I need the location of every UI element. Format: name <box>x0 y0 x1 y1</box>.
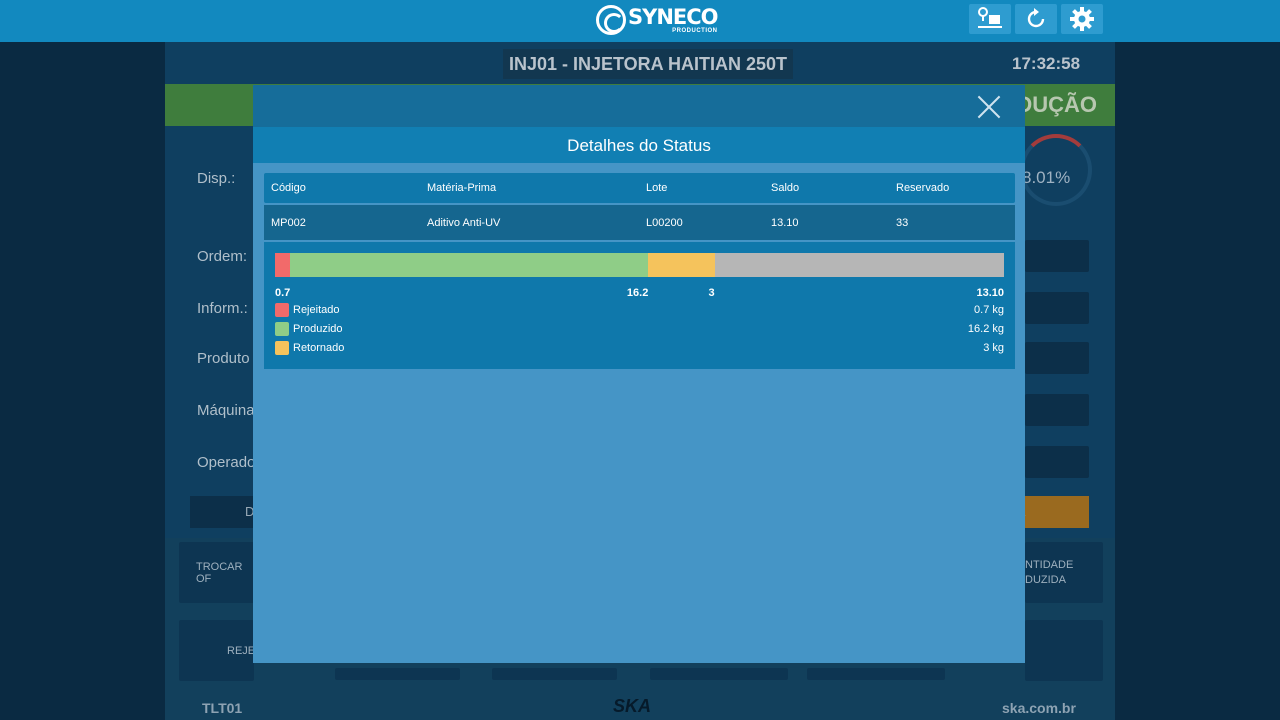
bar-segment-rejeitado <box>275 253 291 277</box>
column-header-saldo: Saldo <box>771 182 800 194</box>
bar-label-produzido: 16.2 <box>626 287 649 299</box>
field-value-operador <box>1025 446 1089 478</box>
syneco-logo-icon <box>596 5 626 35</box>
action-button-5[interactable] <box>650 668 788 680</box>
legend-swatch <box>275 322 289 336</box>
table-header: Código Matéria-Prima Lote Saldo Reservad… <box>264 173 1015 203</box>
action-button-6[interactable] <box>807 668 945 680</box>
action-button-7[interactable] <box>1025 620 1103 681</box>
modal-title: Detalhes do Status <box>253 127 1025 163</box>
location-button[interactable] <box>969 4 1011 34</box>
table-row[interactable]: MP002 Aditivo Anti-UV L00200 13.10 33 <box>264 205 1015 240</box>
status-chart: 0.7 16.2 3 13.10 Rejeitado 0.7 kg Produzido 1… <box>264 242 1015 369</box>
production-status-text: DUÇÃO <box>1016 92 1097 117</box>
field-label-maquina: Máquina <box>197 402 255 419</box>
legend-label: Rejeitado <box>293 304 340 316</box>
legend-label: Retornado <box>293 342 345 354</box>
stacked-bar <box>275 253 1004 277</box>
column-header-lote: Lote <box>646 182 668 194</box>
legend-swatch <box>275 303 289 317</box>
refresh-icon <box>1027 8 1045 28</box>
ska-logo: SKA <box>613 696 652 716</box>
bar-label-retornado: 3 <box>708 287 715 299</box>
bar-total-label: 13.10 <box>976 287 1004 299</box>
column-header-codigo: Código <box>271 182 306 194</box>
logo-name: SYNECO <box>628 4 719 29</box>
field-label-inform: Inform.: <box>197 300 248 317</box>
close-icon[interactable] <box>977 95 1001 119</box>
bar-segment-produzido <box>290 253 649 277</box>
legend-item: Rejeitado 0.7 kg <box>275 302 1004 318</box>
field-label-disp: Disp.: <box>197 170 236 187</box>
syneco-logo: SYNECO PRODUCTION <box>596 4 719 36</box>
legend-label: Produzido <box>293 323 343 335</box>
field-label-ordem: Ordem: <box>197 248 248 265</box>
logo-subtitle: PRODUCTION <box>672 27 718 34</box>
clock: 17:32:58 <box>1012 54 1081 73</box>
legend-item: Retornado 3 kg <box>275 340 1004 356</box>
field-value-maquina <box>1025 394 1089 426</box>
cell-lote: L00200 <box>646 216 683 229</box>
reject-button[interactable]: REJE <box>179 620 255 681</box>
cell-materia-prima: Aditivo Anti-UV <box>427 216 501 229</box>
status-details-modal: Detalhes do Status Código Matéria-Prima … <box>253 85 1025 663</box>
legend-value: 0.7 kg <box>974 304 1004 316</box>
settings-button[interactable] <box>1061 4 1103 34</box>
modal-header <box>253 85 1025 127</box>
legend-item: Produzido 16.2 kg <box>275 321 1004 337</box>
bar-label-rejeitado: 0.7 <box>275 287 291 299</box>
map-pin-box-icon <box>978 7 1002 28</box>
top-bar: SYNECO PRODUCTION <box>0 0 1280 42</box>
refresh-button[interactable] <box>1015 4 1057 34</box>
legend-swatch <box>275 341 289 355</box>
field-value-ordem <box>1025 240 1089 272</box>
bar-segment-remaining <box>714 253 1004 277</box>
column-header-materia-prima: Matéria-Prima <box>427 182 497 194</box>
column-header-reservado: Reservado <box>896 182 950 194</box>
action-button-3[interactable] <box>335 668 460 680</box>
gauge-value: 8.01% <box>1022 168 1071 187</box>
produced-quantity-button[interactable]: NTIDADE DUZIDA <box>1025 542 1103 603</box>
field-label-produto: Produto <box>197 350 250 367</box>
cell-saldo: 13.10 <box>771 216 799 229</box>
action-button-4[interactable] <box>492 668 617 680</box>
machine-title: INJ01 - INJETORA HAITIAN 250T <box>503 49 793 79</box>
cell-codigo: MP002 <box>271 216 306 229</box>
gear-icon <box>1070 7 1094 31</box>
footer-website[interactable]: ska.com.br <box>1002 700 1076 716</box>
legend-value: 3 kg <box>983 342 1004 354</box>
material-table: Código Matéria-Prima Lote Saldo Reservad… <box>264 173 1015 240</box>
field-value-inform <box>1025 292 1089 324</box>
field-value-produto <box>1025 342 1089 374</box>
field-label-operador: Operado <box>197 454 256 471</box>
footer-terminal: TLT01 <box>202 700 243 716</box>
change-order-button[interactable]: TROCAR OF <box>179 542 254 603</box>
details-button[interactable]: D <box>190 496 262 528</box>
bar-segment-retornado <box>648 253 715 277</box>
legend-value: 16.2 kg <box>967 323 1004 335</box>
cell-reservado: 33 <box>896 216 909 229</box>
